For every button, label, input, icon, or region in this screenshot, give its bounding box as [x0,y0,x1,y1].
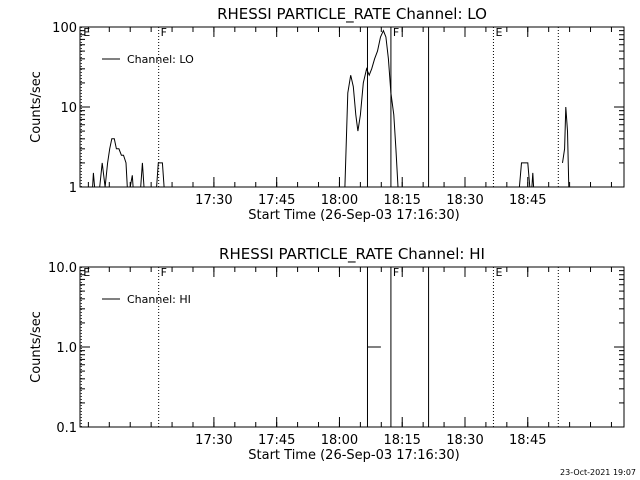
marker-label: E [495,26,502,39]
series-line [344,29,399,188]
y-tick-label: 0.1 [56,421,77,436]
series-line [99,138,128,188]
y-axis-label: Counts/sec [29,311,44,383]
series-line [140,162,145,188]
marker-label: F [393,266,399,279]
series-line [562,106,570,188]
x-axis-label: Start Time (26-Sep-03 17:16:30) [248,208,459,223]
x-tick-label: 18:00 [321,193,358,208]
y-tick-label: 1 [69,181,77,196]
x-tick-label: 18:45 [509,193,546,208]
x-tick-label: 17:45 [258,433,295,448]
series-line [129,175,134,188]
x-axis-label: Start Time (26-Sep-03 17:16:30) [248,448,459,463]
x-tick-label: 18:15 [383,193,420,208]
legend-label: Channel: LO [127,53,194,66]
x-tick-label: 18:30 [446,433,483,448]
legend-label: Channel: HI [127,293,191,306]
x-tick-label: 18:00 [321,433,358,448]
x-tick-label: 17:45 [258,193,295,208]
x-tick-label: 18:15 [383,433,420,448]
chart-title: RHESSI PARTICLE_RATE Channel: HI [219,245,485,264]
y-tick-label: 10.0 [48,261,77,276]
series-line [531,172,535,188]
chart-title: RHESSI PARTICLE_RATE Channel: LO [217,5,487,24]
y-tick-label: 1.0 [56,341,77,356]
marker-label: F [393,26,399,39]
marker-label: E [495,266,502,279]
x-tick-label: 17:30 [195,193,232,208]
panel-hi: RHESSI PARTICLE_RATE Channel: HI 0.1 1.0 10… [29,245,625,463]
y-tick-label: 10 [60,101,77,116]
marker-label: E [83,26,90,39]
series-line [92,172,97,188]
x-tick-label: 18:45 [509,433,546,448]
panel-lo: RHESSI PARTICLE_RATE Channel: LO 1 10 100 17… [29,5,625,223]
marker-label: E [83,266,90,279]
x-tick-label: 17:30 [195,433,232,448]
series-line [518,162,531,188]
y-tick-label: 100 [52,21,77,36]
marker-label: F [161,266,167,279]
series-line [156,162,165,188]
marker-label: F [161,26,167,39]
y-axis-label: Counts/sec [29,71,44,143]
generated-timestamp: 23-Oct-2021 19:07 [560,468,636,477]
x-tick-label: 18:30 [446,193,483,208]
